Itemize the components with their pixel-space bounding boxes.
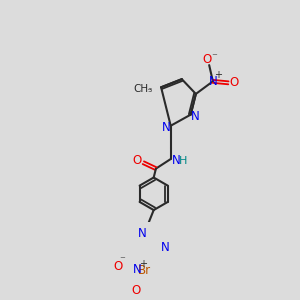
Text: N: N <box>208 75 217 88</box>
Text: ⁻: ⁻ <box>212 53 217 63</box>
Text: ⁻: ⁻ <box>120 255 126 266</box>
Text: N: N <box>172 154 180 167</box>
Text: O: O <box>133 154 142 167</box>
Text: Br: Br <box>138 264 152 277</box>
Text: O: O <box>114 260 123 273</box>
Text: O: O <box>131 284 141 297</box>
Text: N: N <box>133 263 142 276</box>
Text: +: + <box>139 259 147 269</box>
Text: N: N <box>160 241 169 254</box>
Text: O: O <box>230 76 239 89</box>
Text: N: N <box>138 227 147 240</box>
Text: methyl: methyl <box>148 89 153 90</box>
Text: N: N <box>162 122 171 134</box>
Text: H: H <box>179 155 188 166</box>
Text: O: O <box>202 53 212 66</box>
Text: CH₃: CH₃ <box>133 85 152 94</box>
Text: N: N <box>191 110 200 123</box>
Text: +: + <box>214 70 222 80</box>
